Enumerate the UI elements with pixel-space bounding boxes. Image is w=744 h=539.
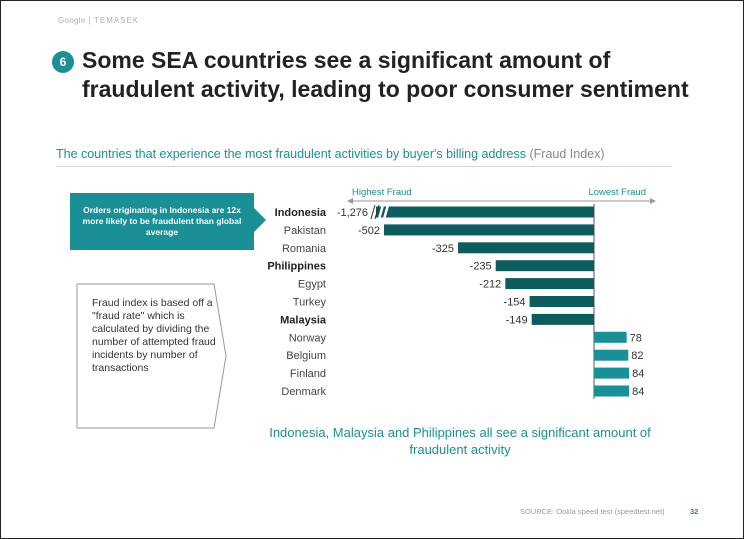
bar-philippines [495, 260, 594, 272]
bar-egypt [505, 278, 594, 290]
axis-left-label: Highest Fraud [352, 187, 412, 198]
category-label-belgium: Belgium [286, 350, 326, 362]
source-note: SOURCE: Ookla speed test (speedtest.net) [520, 507, 665, 516]
category-label-finland: Finland [290, 368, 326, 380]
bar-denmark [594, 385, 630, 397]
note-box-outline [76, 283, 227, 429]
chart-summary: Indonesia, Malaysia and Philippines all … [269, 425, 651, 457]
category-label-norway: Norway [289, 332, 327, 344]
chart-subtitle-text: The countries that experience the most f… [56, 147, 526, 161]
axis-break-mark-1 [377, 204, 385, 220]
brand-header: Google | TEMASEK [58, 16, 139, 25]
axis-left-arrow-icon [347, 198, 353, 204]
value-label-indonesia: -1,276 [337, 207, 368, 219]
brand-google: Google [58, 16, 86, 25]
subtitle-divider [56, 166, 672, 167]
value-label-romania: -325 [432, 243, 454, 255]
category-label-indonesia: Indonesia [275, 207, 327, 219]
fraud-index-note: Fraud index is based off a "fraud rate" … [92, 297, 216, 374]
category-label-philippines: Philippines [267, 261, 326, 273]
category-label-egypt: Egypt [298, 279, 326, 291]
axis-break-slash-1 [370, 204, 376, 220]
bar-turkey [529, 296, 594, 307]
slide-title: Some SEA countries see a significant amo… [82, 47, 689, 102]
brand-separator: | [88, 16, 91, 25]
bar-finland [594, 367, 630, 379]
axis-break-slash-2 [374, 204, 380, 220]
category-label-turkey: Turkey [293, 297, 327, 309]
category-label-pakistan: Pakistan [284, 225, 326, 237]
category-label-romania: Romania [282, 243, 327, 255]
bar-malaysia [531, 313, 594, 325]
value-label-pakistan: -502 [358, 225, 380, 237]
callout-arrow-icon [254, 208, 266, 232]
value-label-turkey: -154 [504, 297, 526, 309]
chart-subtitle: The countries that experience the most f… [56, 147, 605, 161]
value-label-norway: 78 [630, 332, 642, 344]
value-label-philippines: -235 [470, 261, 492, 273]
axis-right-label: Lowest Fraud [588, 187, 646, 198]
page-number: 32 [690, 507, 699, 516]
bar-romania [458, 242, 594, 254]
brand-temasek: TEMASEK [94, 16, 140, 25]
axis-break-mark-2 [382, 204, 390, 220]
value-label-denmark: 84 [632, 386, 644, 398]
value-label-malaysia: -149 [506, 314, 528, 326]
value-label-finland: 84 [632, 368, 644, 380]
bar-pakistan [384, 224, 594, 236]
category-label-denmark: Denmark [281, 386, 326, 398]
value-label-belgium: 82 [631, 350, 643, 362]
category-label-malaysia: Malaysia [280, 314, 327, 326]
bar-indonesia [376, 206, 594, 218]
value-label-egypt: -212 [479, 279, 501, 291]
indonesia-callout: Orders originating in Indonesia are 12x … [70, 193, 254, 250]
axis-right-arrow-icon [650, 198, 656, 204]
bar-norway [594, 331, 627, 343]
chart-subtitle-unit: (Fraud Index) [529, 147, 605, 161]
bar-belgium [594, 349, 629, 361]
slide-number-badge: 6 [52, 51, 74, 73]
